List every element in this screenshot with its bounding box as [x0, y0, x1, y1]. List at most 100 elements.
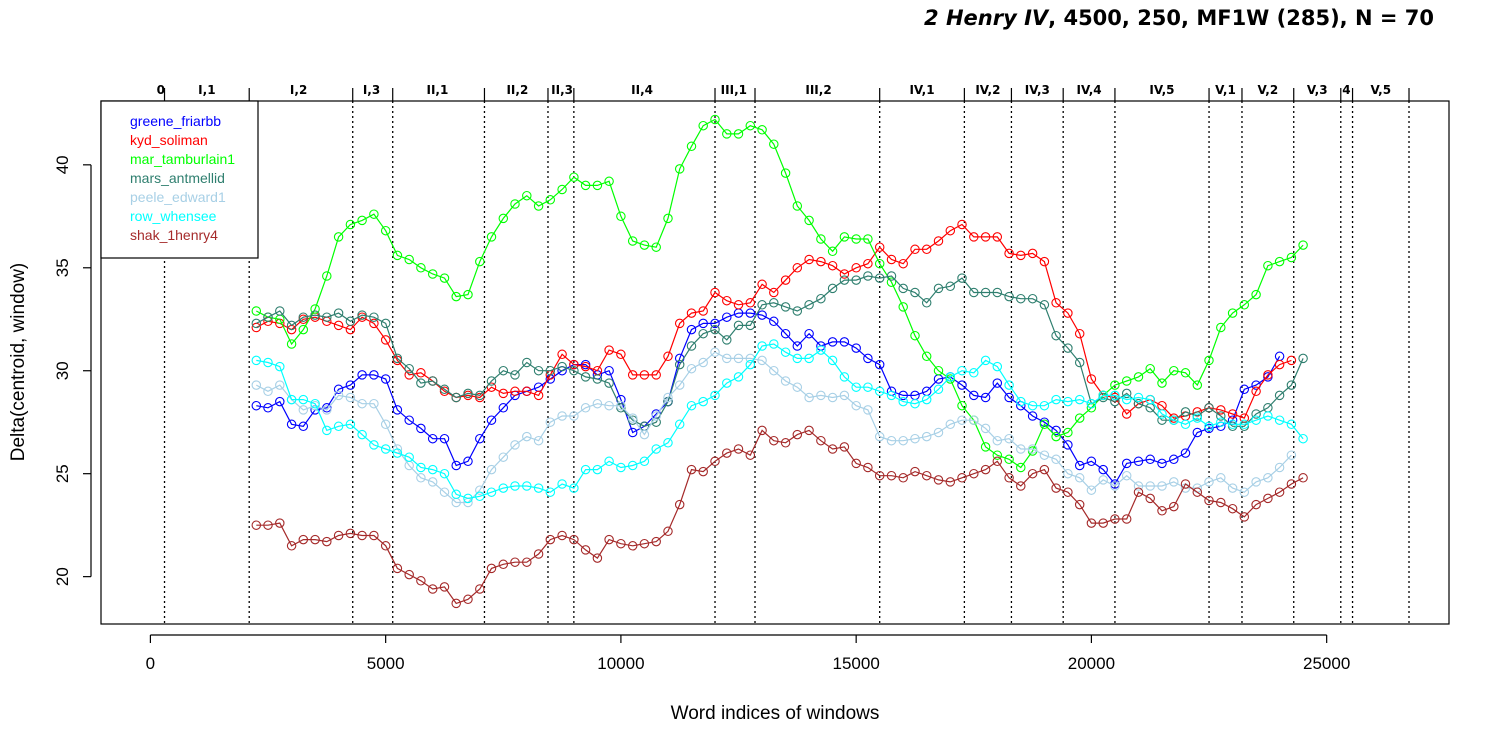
data-point [1121, 388, 1132, 399]
data-point [1121, 514, 1132, 524]
data-point [545, 195, 556, 205]
data-point [475, 491, 485, 502]
data-point [1157, 415, 1167, 425]
data-point [804, 392, 814, 403]
data-point [1145, 394, 1155, 405]
data-point [980, 442, 991, 452]
data-point [851, 263, 861, 273]
data-point [1016, 396, 1026, 407]
data-point [486, 376, 497, 386]
scene-label: II,3 [551, 83, 573, 97]
data-point [404, 415, 414, 425]
data-point [545, 365, 556, 376]
y-tick-label: 40 [53, 155, 72, 174]
data-point [886, 390, 897, 401]
data-point [863, 271, 873, 281]
data-point [1192, 427, 1203, 438]
data-point [510, 481, 520, 491]
data-point [275, 380, 285, 390]
y-tick-label: 25 [53, 464, 72, 483]
data-point [980, 355, 991, 366]
data-point [851, 275, 861, 285]
data-point [475, 485, 485, 495]
data-point [1227, 409, 1238, 419]
data-point [1004, 473, 1014, 483]
data-point [427, 433, 438, 444]
data-point [1004, 392, 1014, 403]
data-point [639, 370, 650, 380]
data-point [1263, 473, 1273, 483]
data-point [569, 411, 579, 421]
data-point [451, 460, 461, 471]
data-point [345, 316, 356, 327]
data-point [1074, 394, 1085, 405]
data-point [651, 444, 661, 454]
data-point [404, 452, 414, 462]
data-point [745, 359, 756, 370]
data-point [251, 520, 262, 530]
data-point [921, 244, 932, 255]
data-point [792, 382, 803, 392]
data-point [439, 433, 450, 444]
data-point [322, 405, 332, 415]
data-point [1098, 475, 1108, 485]
data-point [380, 374, 391, 384]
y-axis-title: Delta(centroid, window) [8, 263, 29, 462]
data-point [945, 419, 956, 430]
data-point [286, 541, 297, 551]
data-point [380, 419, 391, 430]
data-point [1251, 477, 1261, 487]
data-point [510, 370, 520, 380]
data-point [1063, 396, 1073, 407]
data-point [357, 398, 367, 409]
data-point [522, 481, 532, 491]
data-point [851, 382, 861, 392]
data-point [839, 442, 850, 452]
data-point [275, 361, 285, 372]
data-point [686, 464, 697, 475]
data-point [1086, 456, 1097, 467]
data-point [557, 349, 567, 360]
x-tick-label: 20000 [1068, 654, 1115, 673]
data-point [1251, 415, 1261, 425]
data-point [486, 563, 497, 574]
data-point [475, 433, 485, 444]
data-point [1157, 458, 1167, 469]
data-point [357, 215, 367, 226]
data-point [616, 462, 626, 473]
scene-label: III,1 [721, 83, 747, 97]
data-point [569, 365, 579, 376]
scene-label: IV,3 [1025, 83, 1050, 97]
data-point [498, 213, 509, 224]
data-point [780, 347, 791, 357]
data-point [969, 368, 979, 378]
data-point [1039, 419, 1050, 430]
series-mar-tamburlain1 [251, 114, 1308, 473]
data-point [839, 390, 850, 401]
data-point [498, 365, 509, 376]
data-point [439, 468, 450, 479]
data-point [839, 337, 850, 347]
data-point [522, 386, 532, 397]
data-point [1263, 411, 1273, 421]
data-point [486, 464, 497, 475]
scene-label: V,3 [1307, 83, 1328, 97]
data-point [686, 363, 697, 374]
data-point [769, 298, 779, 308]
scene-label: III,2 [805, 83, 831, 97]
y-tick-label: 20 [53, 567, 72, 586]
data-point [416, 378, 426, 388]
y-tick-label: 30 [53, 361, 72, 380]
data-point [1086, 485, 1097, 495]
data-point [345, 392, 356, 403]
data-point [439, 487, 450, 497]
data-point [463, 493, 473, 504]
data-point [580, 403, 591, 413]
data-point [322, 425, 332, 436]
data-point [886, 254, 897, 265]
data-point [322, 536, 332, 547]
data-point [969, 390, 979, 401]
scene-label: IV,5 [1149, 83, 1174, 97]
data-point [863, 353, 873, 364]
data-point [957, 219, 967, 230]
